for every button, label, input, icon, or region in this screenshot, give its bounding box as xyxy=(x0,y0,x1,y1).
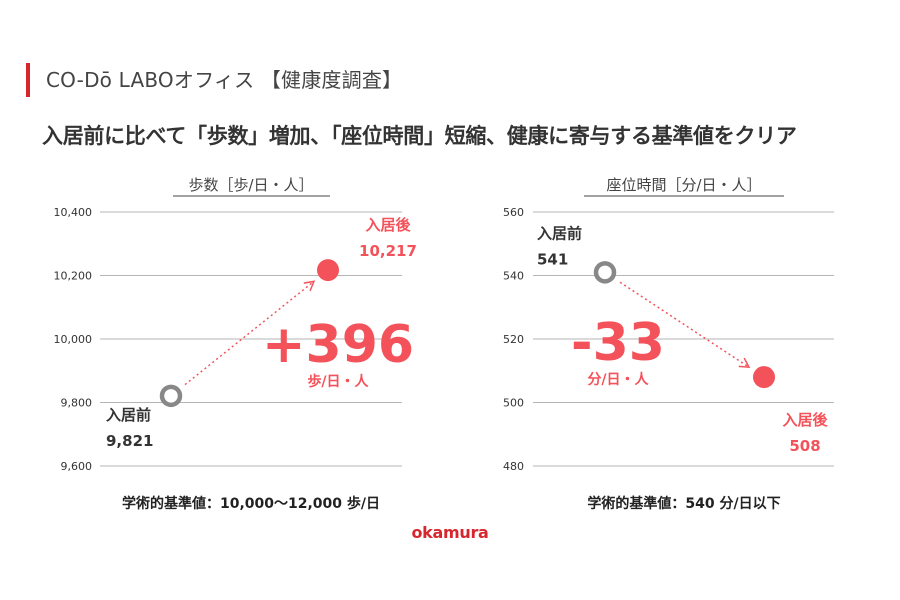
steps-y-tick-label: 10,200 xyxy=(54,270,93,283)
steps-trend-arrow-head xyxy=(303,280,316,292)
steps-before-label: 入居前 xyxy=(106,406,151,424)
sitting-after-point xyxy=(753,366,775,389)
sitting-after-value: 508 xyxy=(789,437,820,455)
sitting-y-tick-label: 520 xyxy=(503,333,524,346)
steps-after-point xyxy=(317,259,339,282)
sitting-before-value: 541 xyxy=(537,250,568,268)
sitting-y-tick-label: 560 xyxy=(503,206,524,219)
header-accent-bar xyxy=(26,63,30,97)
steps-y-tick-label: 9,600 xyxy=(61,460,93,473)
steps-delta-unit: 歩/日・人 xyxy=(307,373,369,390)
steps-after-value: 10,217 xyxy=(359,242,417,260)
sitting-before-point xyxy=(593,261,617,284)
sitting-trend-arrow-head xyxy=(738,357,751,369)
sitting-y-tick-label: 480 xyxy=(503,460,524,473)
page-title: CO-Dō LABOオフィス 【健康度調査】 xyxy=(46,68,403,92)
steps-y-tick-label: 10,000 xyxy=(54,333,93,346)
sitting-delta-value: -33 xyxy=(571,313,665,373)
steps-before-point xyxy=(159,384,183,408)
steps-after-label: 入居後 xyxy=(365,216,411,234)
steps-y-tick-label: 10,400 xyxy=(54,206,93,219)
sitting-delta-unit: 分/日・人 xyxy=(587,371,649,388)
steps-delta-value: +396 xyxy=(262,315,414,375)
sitting-after-label: 入居後 xyxy=(782,411,828,429)
sitting-y-tick-label: 540 xyxy=(503,270,524,283)
sitting-chart-title: 座位時間［分/日・人］ xyxy=(606,176,761,194)
okamura-logo: okamura xyxy=(411,523,489,542)
sitting-benchmark-note: 学術的基準値：540 分/日以下 xyxy=(587,495,780,512)
headline: 入居前に比べて「歩数」増加、「座位時間」短縮、健康に寄与する基準値をクリア xyxy=(42,124,797,148)
sitting-y-tick-label: 500 xyxy=(503,397,524,410)
steps-benchmark-note: 学術的基準値：10,000〜12,000 歩/日 xyxy=(122,495,380,512)
sitting-trend-arrow-line xyxy=(619,281,750,368)
sitting-before-label: 入居前 xyxy=(537,224,582,242)
steps-chart-title: 歩数［歩/日・人］ xyxy=(188,176,313,194)
steps-y-tick-label: 9,800 xyxy=(61,397,93,410)
steps-before-value: 9,821 xyxy=(106,432,153,450)
